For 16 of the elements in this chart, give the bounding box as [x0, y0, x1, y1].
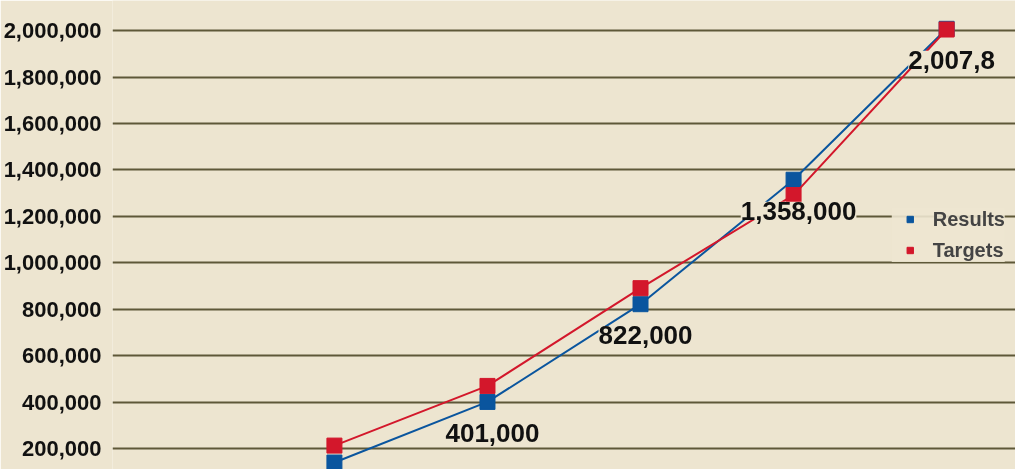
y-tick-label: 1,200,000	[3, 203, 102, 229]
y-tick-label: 1,800,000	[3, 64, 102, 90]
legend-label: Results	[932, 207, 1005, 231]
y-tick-label: 2,000,000	[3, 18, 102, 44]
data-label: 822,000	[598, 320, 693, 351]
y-tick-label: 1,600,000	[3, 111, 102, 137]
data-label: 401,000	[445, 417, 540, 448]
y-tick-label: 600,000	[21, 343, 102, 369]
legend-label: Targets	[932, 238, 1004, 262]
y-tick-label: 400,000	[21, 389, 102, 415]
y-tick-label: 1,000,000	[3, 250, 102, 276]
y-tick-label: 800,000	[21, 296, 102, 322]
data-label: 1,358,000	[740, 195, 857, 226]
data-label: 2,007,8	[908, 44, 995, 75]
y-tick-label: 200,000	[21, 436, 102, 462]
y-tick-label: 1,400,000	[3, 157, 102, 183]
